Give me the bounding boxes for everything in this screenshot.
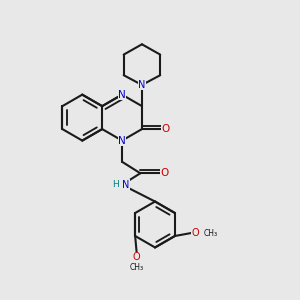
Text: N: N [122, 180, 129, 190]
Text: O: O [161, 124, 169, 134]
Text: CH₃: CH₃ [130, 263, 144, 272]
Text: O: O [160, 168, 169, 178]
Text: N: N [118, 136, 126, 146]
Text: N: N [138, 80, 146, 90]
Text: CH₃: CH₃ [203, 229, 218, 238]
Text: O: O [191, 228, 199, 238]
Text: H: H [112, 180, 119, 189]
Text: O: O [133, 253, 140, 262]
Text: N: N [118, 90, 126, 100]
